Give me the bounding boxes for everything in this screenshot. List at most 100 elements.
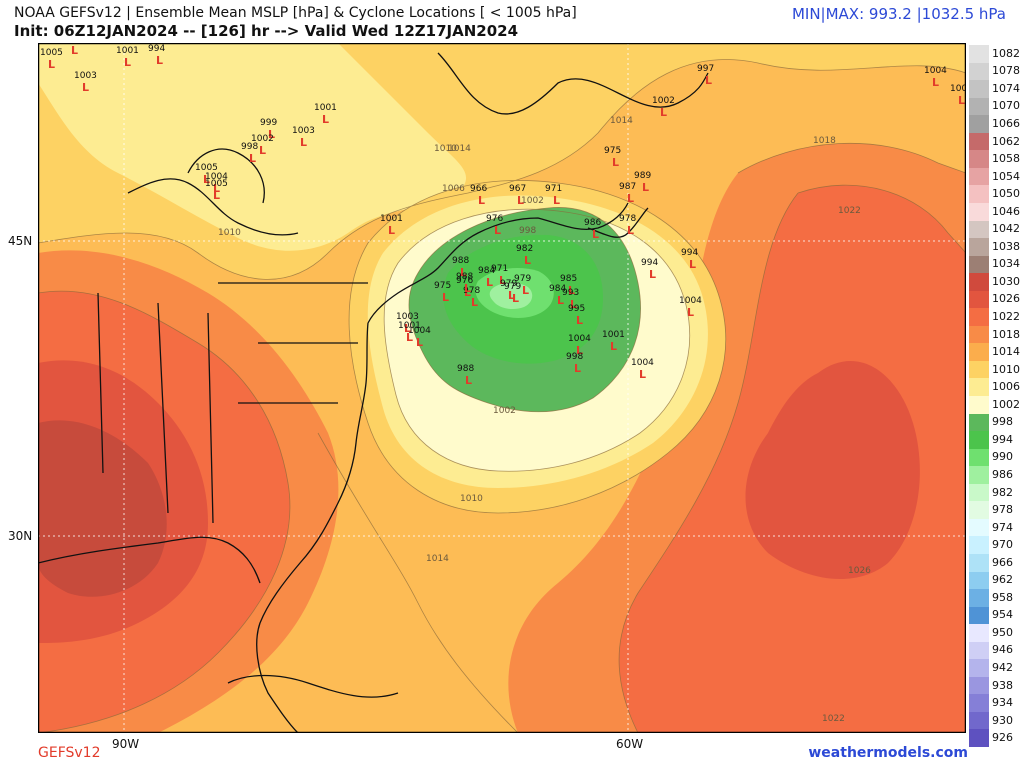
cyclone-pressure-label: 1005 xyxy=(195,163,218,173)
cyclone-pressure-label: 999 xyxy=(260,118,277,128)
cyclone-pressure-label: 1003 xyxy=(74,71,97,81)
low-symbol-icon: L xyxy=(649,268,656,281)
low-symbol-icon: L xyxy=(689,258,696,271)
cyclone-pressure-label: 975 xyxy=(604,146,621,156)
colorbar-swatch xyxy=(969,80,989,99)
colorbar-label: 1062 xyxy=(992,134,1020,148)
colorbar-label: 966 xyxy=(992,555,1013,569)
colorbar-label: 1058 xyxy=(992,152,1020,166)
colorbar-label: 1026 xyxy=(992,292,1020,306)
isobar-label: 1010 xyxy=(460,494,483,504)
colorbar-label: 942 xyxy=(992,661,1013,675)
isobar-label: 1006 xyxy=(442,184,465,194)
cyclone-pressure-label: 1005 xyxy=(205,179,228,189)
colorbar-swatch xyxy=(969,185,989,204)
colorbar-label: 970 xyxy=(992,538,1013,552)
low-symbol-icon: L xyxy=(464,282,471,295)
low-symbol-icon: L xyxy=(494,224,501,237)
isobar-label: 1002 xyxy=(521,196,544,206)
map-title-line2: Init: 06Z12JAN2024 -- [126] hr --> Valid… xyxy=(14,22,519,40)
cyclone-pressure-label: 976 xyxy=(456,276,473,286)
colorbar-label: 1006 xyxy=(992,380,1020,394)
isobar-label: 1010 xyxy=(434,144,457,154)
colorbar-swatch xyxy=(969,641,989,660)
colorbar-swatch xyxy=(969,115,989,134)
cyclone-pressure-label: 979 xyxy=(514,274,531,284)
low-symbol-icon: L xyxy=(406,331,413,344)
colorbar-label: 926 xyxy=(992,731,1013,745)
low-symbol-icon: L xyxy=(416,336,423,349)
cyclone-pressure-label: 998 xyxy=(241,142,258,152)
low-symbol-icon: L xyxy=(524,254,531,267)
colorbar-label: 1010 xyxy=(992,362,1020,376)
cyclone-pressure-label: 994 xyxy=(681,248,698,258)
low-symbol-icon: L xyxy=(958,94,965,107)
site-link[interactable]: weathermodels.com xyxy=(808,745,968,761)
cyclone-pressure-label: 1004 xyxy=(408,326,431,336)
colorbar-swatch xyxy=(969,202,989,221)
colorbar-swatch xyxy=(969,360,989,379)
cyclone-pressure-label: 997 xyxy=(697,64,714,74)
low-symbol-icon: L xyxy=(557,294,564,307)
cyclone-pressure-label: 1005 xyxy=(40,48,63,58)
cyclone-pressure-label: 976 xyxy=(486,214,503,224)
colorbar-swatch xyxy=(969,606,989,625)
pressure-map[interactable]: 1014101410181022102610221010101410101006… xyxy=(38,43,966,733)
colorbar-label: 1082 xyxy=(992,46,1020,60)
low-symbol-icon: L xyxy=(82,81,89,94)
lat-label-45n: 45N xyxy=(8,234,33,248)
